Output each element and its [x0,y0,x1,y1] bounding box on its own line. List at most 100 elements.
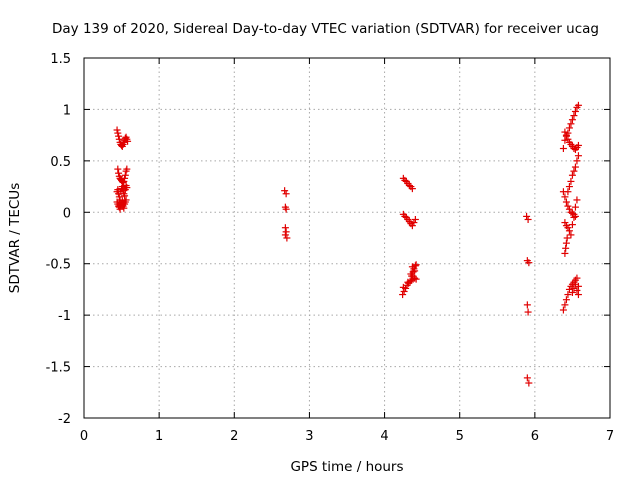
chart-title: Day 139 of 2020, Sidereal Day-to-day VTE… [52,21,599,37]
data-point [574,101,582,109]
data-point [561,136,569,144]
data-point [565,205,573,213]
data-point [399,283,407,291]
y-tick-label: 1.5 [50,52,71,67]
data-point [523,301,531,309]
data-point [281,231,289,239]
data-point [559,145,567,153]
x-tick-label: 5 [456,429,464,444]
data-point [562,198,570,206]
data-point [114,129,122,137]
data-point [412,275,420,283]
data-point [119,178,127,186]
data-point [120,204,128,212]
y-tick-label: -0.5 [46,258,71,273]
x-tick-label: 4 [380,429,388,444]
data-point [568,171,576,179]
data-point [574,141,582,149]
data-point [524,215,532,223]
data-point [567,120,575,128]
data-point [573,157,581,165]
y-tick-label: -1.5 [46,361,71,376]
data-point [565,183,573,191]
data-point [525,379,533,387]
data-point [574,291,582,299]
data-point [571,212,579,220]
data-point [570,167,578,175]
data-point [123,184,131,192]
data-point [124,137,132,145]
data-point [562,244,570,252]
data-point [564,135,572,143]
data-point [565,124,573,132]
data-point [562,296,570,304]
data-point [570,213,578,221]
data-point [571,163,579,171]
data-point [524,308,532,316]
y-tick-label: 0.5 [50,155,71,170]
data-point [565,285,573,293]
data-point [122,196,130,204]
data-point [115,193,123,201]
data-point [121,174,129,182]
data-point [561,128,569,136]
data-point [281,187,289,195]
data-point [115,132,123,140]
data-point [399,291,407,299]
data-point [559,306,567,314]
data-point [561,249,569,257]
y-tick-label: -1 [58,309,71,324]
x-tick-label: 3 [305,429,313,444]
x-axis-label: GPS time / hours [290,459,403,475]
data-point [564,202,572,210]
x-tick-label: 0 [80,429,88,444]
data-point [121,192,129,200]
data-point [118,183,126,191]
data-point [120,177,128,185]
data-point [412,261,420,269]
data-point [411,215,419,223]
data-point [411,262,419,270]
data-point [570,145,578,153]
plot-frame [83,57,611,419]
data-point [115,135,123,143]
data-point [523,374,531,382]
data-point [282,228,290,236]
grid-lines [84,58,610,418]
data-point [568,289,576,297]
data-point [564,291,572,299]
data-point [123,165,131,173]
data-point [561,193,569,201]
x-tick-label: 1 [155,429,163,444]
y-tick-label: 1 [63,103,71,118]
data-point [562,131,570,139]
data-point [408,272,416,280]
data-point [113,126,121,134]
data-point [283,234,291,242]
data-point [411,267,419,275]
data-point [523,212,531,220]
data-point [115,169,123,177]
axis-ticks [83,57,611,419]
data-point [116,205,124,213]
data-point [404,278,412,286]
data-point [400,287,408,295]
data-points [113,101,582,387]
data-point [574,152,582,160]
data-point [282,205,290,213]
data-point [114,165,122,173]
data-point [568,116,576,124]
data-point [282,190,290,198]
data-point [571,280,579,288]
data-point [564,224,572,232]
data-point [571,203,579,211]
y-tick-label: -2 [58,412,71,427]
x-tick-label: 2 [230,429,238,444]
data-point [561,301,569,309]
y-tick-label: 0 [63,206,71,221]
data-point [525,259,533,267]
data-point [401,212,409,220]
data-point [561,219,569,227]
data-point [409,268,417,276]
data-point [410,219,418,227]
